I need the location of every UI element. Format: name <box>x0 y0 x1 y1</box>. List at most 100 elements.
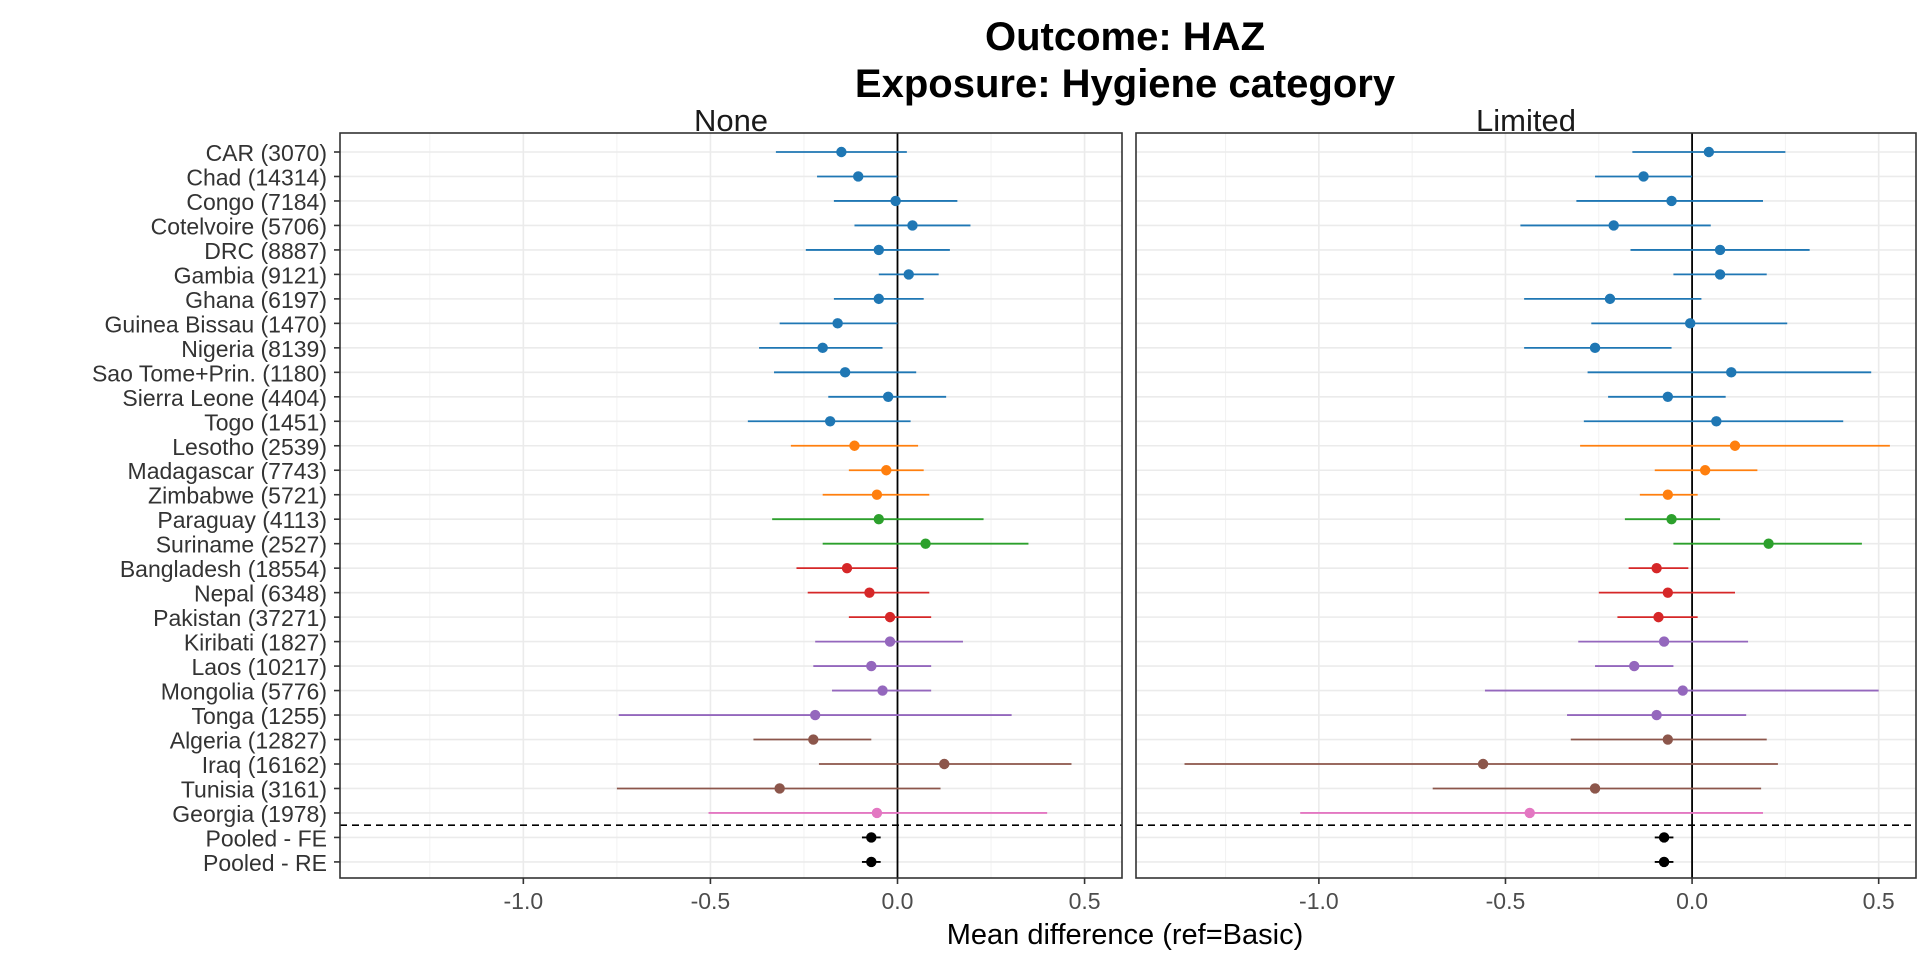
estimate-point <box>866 856 877 868</box>
estimate-point <box>808 734 819 745</box>
y-tick-label: Cotelvoire (5706) <box>151 213 327 239</box>
estimate-point <box>817 342 828 354</box>
estimate-point <box>920 538 931 549</box>
panel-background <box>340 133 1122 878</box>
estimate-point <box>1662 734 1674 745</box>
estimate-point <box>903 269 914 280</box>
y-tick-label: Madagascar (7743) <box>128 458 327 484</box>
estimate-point <box>890 195 901 207</box>
estimate-point <box>853 171 864 182</box>
estimate-point <box>1589 342 1601 354</box>
panel-strip-label: Limited <box>1476 103 1576 138</box>
x-tick-label: 0.0 <box>1676 888 1708 914</box>
y-tick-label: Paraguay (4113) <box>157 507 327 533</box>
y-tick-label: CAR (3070) <box>206 140 327 166</box>
y-tick-label: Kiribati (1827) <box>184 630 327 656</box>
estimate-point <box>1714 244 1726 256</box>
y-tick-label: Nigeria (8139) <box>181 336 327 362</box>
y-tick-label: Tonga (1255) <box>191 703 327 729</box>
y-tick-label: Mongolia (5776) <box>161 679 327 705</box>
x-tick-label: -0.5 <box>691 888 731 914</box>
estimate-point <box>1677 685 1688 696</box>
y-tick-label: Algeria (12827) <box>170 728 327 754</box>
y-tick-label: Georgia (1978) <box>172 801 327 827</box>
estimate-point <box>871 489 883 500</box>
estimate-point <box>907 220 918 231</box>
estimate-point <box>1726 367 1737 378</box>
y-tick-label: Nepal (6348) <box>194 581 327 607</box>
y-tick-label: Pooled - RE <box>203 850 327 876</box>
y-tick-label: Guinea Bissau (1470) <box>105 311 327 337</box>
estimate-point <box>1666 195 1677 207</box>
chart-title: Outcome: HAZ <box>985 15 1265 59</box>
estimate-point <box>841 562 853 574</box>
estimate-point <box>774 783 785 794</box>
estimate-point <box>884 611 896 623</box>
y-tick-label: Sierra Leone (4404) <box>122 385 327 411</box>
panel-border <box>339 132 1123 879</box>
estimate-point <box>866 832 877 843</box>
y-tick-label: Zimbabwe (5721) <box>148 483 327 509</box>
estimate-point <box>866 660 877 672</box>
estimate-point <box>1589 783 1601 794</box>
estimate-point <box>1703 146 1715 158</box>
y-tick-label: Congo (7184) <box>186 189 327 215</box>
y-tick-label: Togo (1451) <box>204 409 327 435</box>
estimate-point <box>1666 514 1677 525</box>
estimate-point <box>1699 465 1711 476</box>
chart-subtitle: Exposure: Hygiene category <box>855 62 1396 106</box>
panel-border <box>1135 132 1917 879</box>
y-tick-label: Ghana (6197) <box>185 287 327 313</box>
panel-strip-label: None <box>694 103 768 138</box>
estimate-point <box>1711 416 1722 427</box>
estimate-point <box>864 587 875 598</box>
estimate-point <box>824 416 836 427</box>
x-tick-label: -1.0 <box>1299 888 1339 914</box>
estimate-point <box>871 807 883 819</box>
estimate-point <box>1729 440 1741 451</box>
estimate-point <box>1685 318 1696 329</box>
y-tick-label: Iraq (16162) <box>202 752 327 778</box>
estimate-point <box>1662 391 1674 402</box>
estimate-point <box>1638 171 1649 182</box>
y-tick-label: Chad (14314) <box>186 164 327 190</box>
y-tick-label: Lesotho (2539) <box>172 434 327 460</box>
y-axis-labels: CAR (3070)Chad (14314)Congo (7184)Cotelv… <box>92 140 340 876</box>
estimate-point <box>1629 660 1640 672</box>
estimate-point <box>1763 538 1774 549</box>
estimate-point <box>832 318 843 329</box>
estimate-point <box>1604 293 1616 305</box>
estimate-point <box>1658 636 1670 647</box>
estimate-point <box>1714 269 1726 280</box>
estimate-point <box>809 709 821 721</box>
x-axis-label: Mean difference (ref=Basic) <box>947 919 1304 951</box>
estimate-point <box>1662 489 1674 500</box>
estimate-point <box>884 636 896 647</box>
panel-none: None -1.0 -0.5 0.0 0.5 <box>339 103 1123 914</box>
estimate-point <box>839 367 851 378</box>
x-tick-label: -0.5 <box>1486 888 1526 914</box>
y-tick-label: Bangladesh (18554) <box>120 556 327 582</box>
y-tick-label: Laos (10217) <box>191 654 327 680</box>
y-tick-label: DRC (8887) <box>204 238 327 264</box>
x-tick-label: 0.0 <box>882 888 914 914</box>
y-tick-label: Sao Tome+Prin. (1180) <box>92 360 327 386</box>
y-tick-label: Gambia (9121) <box>174 262 327 288</box>
y-tick-label: Pooled - FE <box>206 825 327 851</box>
x-tick-label: 0.5 <box>1069 888 1101 914</box>
estimate-point <box>1653 611 1664 623</box>
y-tick-label: Pakistan (37271) <box>153 605 327 631</box>
estimate-point <box>849 440 860 451</box>
estimate-point <box>836 146 847 158</box>
estimate-point <box>939 758 950 770</box>
estimate-point <box>873 244 884 256</box>
estimate-point <box>1651 562 1662 574</box>
estimate-point <box>1524 807 1535 819</box>
estimate-point <box>873 514 884 525</box>
estimate-point <box>1477 758 1489 770</box>
estimate-point <box>882 391 894 402</box>
estimate-point <box>877 685 888 696</box>
estimate-point <box>1662 587 1674 598</box>
